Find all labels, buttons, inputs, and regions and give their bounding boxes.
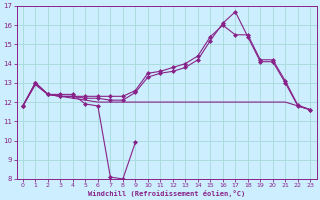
X-axis label: Windchill (Refroidissement éolien,°C): Windchill (Refroidissement éolien,°C) [88, 190, 245, 197]
